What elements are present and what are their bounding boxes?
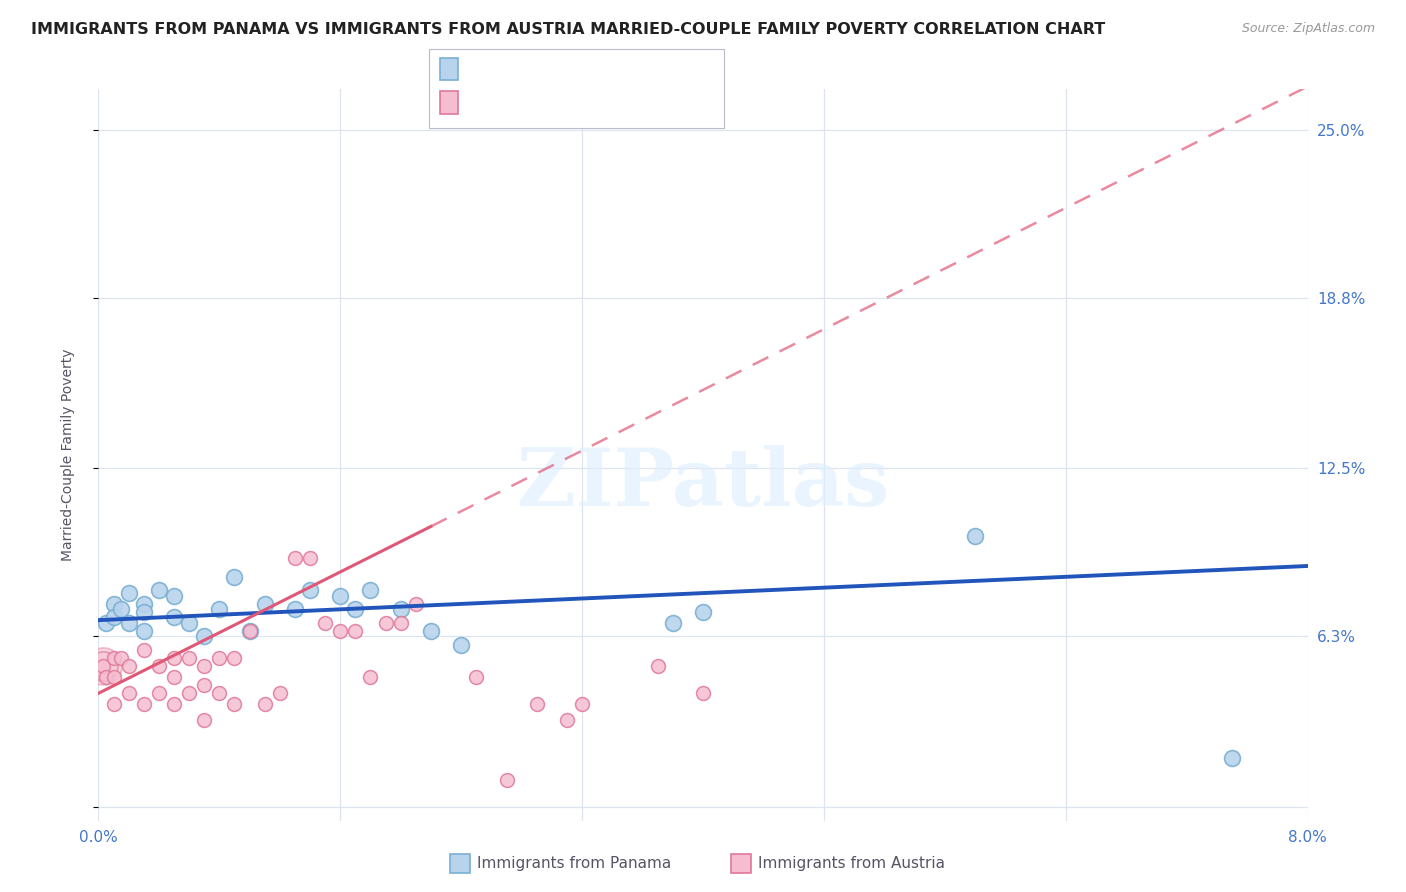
Point (420, 624, 443, 638)
Point (299, 583, 322, 598)
Point (94, 670, 117, 684)
Point (132, 643, 155, 657)
Point (103, 597, 125, 611)
Point (239, 624, 262, 638)
Point (193, 659, 215, 673)
Point (103, 610, 125, 624)
Point (193, 714, 215, 728)
Point (118, 686, 141, 700)
Point (94, 615, 117, 630)
Point (110, 602, 132, 616)
Point (647, 659, 669, 673)
Point (193, 678, 215, 692)
Point (495, 772, 517, 787)
Point (344, 602, 367, 616)
Point (91, 659, 114, 673)
Point (132, 624, 155, 638)
Point (329, 589, 352, 603)
Point (91, 659, 114, 673)
Point (405, 597, 427, 611)
Point (555, 714, 578, 728)
Point (132, 597, 155, 611)
Point (284, 550, 307, 565)
Point (179, 615, 201, 630)
Text: Immigrants from Panama: Immigrants from Panama (477, 856, 671, 871)
Point (360, 583, 382, 598)
Point (253, 597, 276, 611)
Point (118, 586, 141, 600)
Point (389, 615, 412, 630)
Point (148, 583, 170, 598)
Text: 0.046: 0.046 (502, 60, 558, 78)
Text: N =: N = (548, 94, 600, 112)
Point (208, 686, 231, 700)
Text: IMMIGRANTS FROM PANAMA VS IMMIGRANTS FROM AUSTRIA MARRIED-COUPLE FAMILY POVERTY : IMMIGRANTS FROM PANAMA VS IMMIGRANTS FRO… (31, 22, 1105, 37)
Point (118, 615, 141, 630)
Point (269, 686, 291, 700)
Point (374, 615, 396, 630)
Point (148, 686, 170, 700)
Point (329, 624, 352, 638)
Point (132, 697, 155, 711)
Point (179, 651, 201, 665)
Point (314, 615, 336, 630)
Point (163, 610, 186, 624)
Point (110, 651, 132, 665)
Point (132, 605, 155, 619)
Point (91, 659, 114, 673)
Text: R =: R = (467, 60, 506, 78)
Point (163, 651, 186, 665)
Point (103, 697, 125, 711)
Text: R =: R = (467, 94, 512, 112)
Text: Source: ZipAtlas.com: Source: ZipAtlas.com (1241, 22, 1375, 36)
Text: 28: 28 (598, 60, 623, 78)
Point (224, 651, 246, 665)
Point (148, 659, 170, 673)
Text: Immigrants from Austria: Immigrants from Austria (758, 856, 945, 871)
Point (299, 550, 322, 565)
Text: 0.172: 0.172 (502, 94, 558, 112)
Point (208, 602, 231, 616)
Point (284, 602, 307, 616)
Point (163, 697, 186, 711)
Point (103, 651, 125, 665)
Point (224, 697, 246, 711)
Point (118, 659, 141, 673)
Point (389, 602, 412, 616)
Point (526, 697, 548, 711)
Point (239, 624, 262, 638)
Point (224, 570, 246, 584)
Y-axis label: Married-Couple Family Poverty: Married-Couple Family Poverty (60, 349, 75, 561)
Point (450, 638, 472, 652)
Point (465, 670, 488, 684)
Point (193, 629, 215, 643)
Point (661, 615, 683, 630)
Point (163, 589, 186, 603)
Point (692, 686, 714, 700)
Point (163, 670, 186, 684)
Point (179, 686, 201, 700)
Point (253, 697, 276, 711)
Point (360, 670, 382, 684)
Text: ZIPatlas: ZIPatlas (517, 445, 889, 524)
Text: 43: 43 (598, 94, 623, 112)
Point (965, 529, 987, 543)
Point (208, 651, 231, 665)
Text: N =: N = (548, 60, 600, 78)
Point (344, 624, 367, 638)
Point (103, 670, 125, 684)
Point (571, 697, 593, 711)
Point (692, 605, 714, 619)
Point (1220, 751, 1243, 765)
